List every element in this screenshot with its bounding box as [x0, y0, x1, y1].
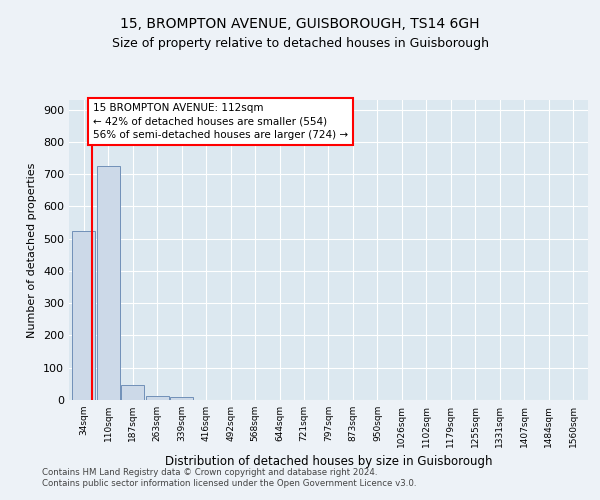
- Bar: [146, 396, 169, 400]
- Bar: [72, 230, 95, 400]
- Text: 15 BROMPTON AVENUE: 112sqm
← 42% of detached houses are smaller (554)
56% of sem: 15 BROMPTON AVENUE: 112sqm ← 42% of deta…: [93, 103, 348, 140]
- X-axis label: Distribution of detached houses by size in Guisborough: Distribution of detached houses by size …: [165, 456, 492, 468]
- Bar: [170, 398, 193, 400]
- Bar: [121, 386, 144, 400]
- Text: Size of property relative to detached houses in Guisborough: Size of property relative to detached ho…: [112, 38, 488, 51]
- Text: 15, BROMPTON AVENUE, GUISBOROUGH, TS14 6GH: 15, BROMPTON AVENUE, GUISBOROUGH, TS14 6…: [120, 18, 480, 32]
- Text: Contains HM Land Registry data © Crown copyright and database right 2024.
Contai: Contains HM Land Registry data © Crown c…: [42, 468, 416, 487]
- Bar: [97, 166, 120, 400]
- Y-axis label: Number of detached properties: Number of detached properties: [28, 162, 37, 338]
